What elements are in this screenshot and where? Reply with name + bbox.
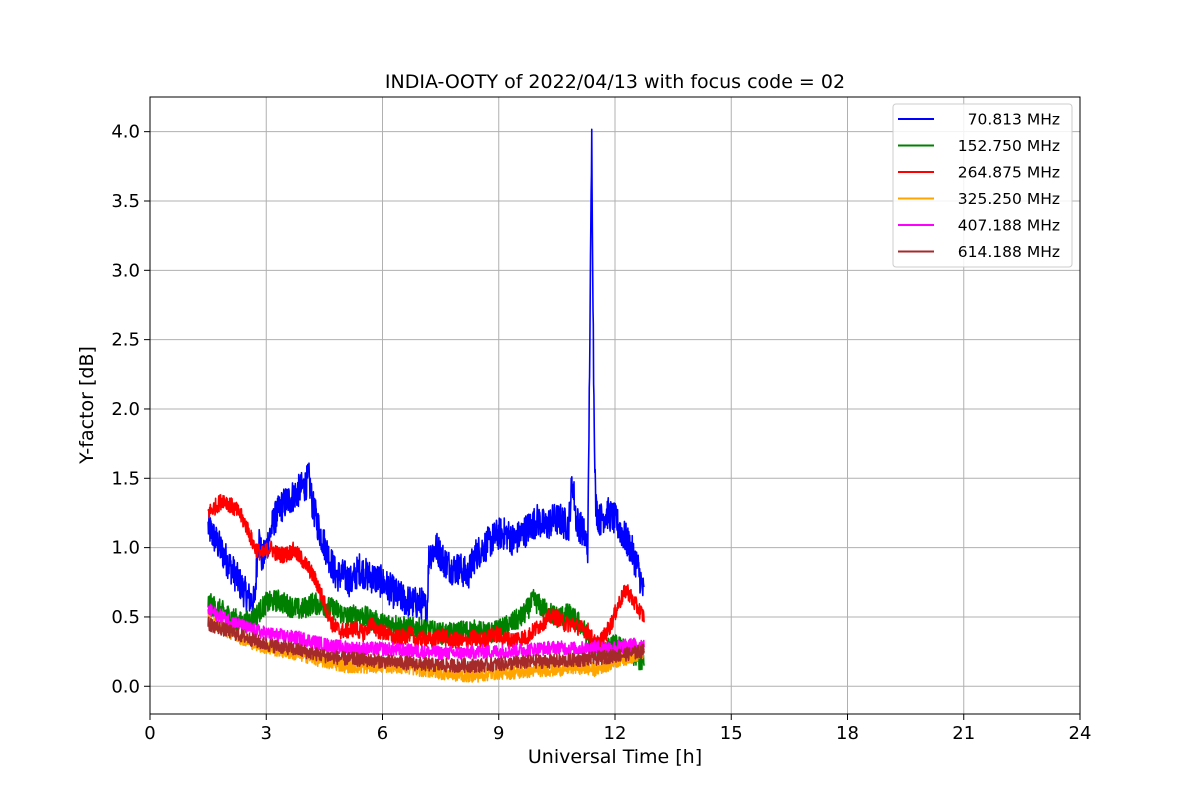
x-tick-label: 12 [604,723,627,744]
legend-box [892,103,1073,268]
x-tick-label: 18 [836,723,859,744]
x-tick-label: 21 [952,723,975,744]
legend-entry: 614.188 MHz [958,243,1060,261]
y-tick-label: 4.0 [111,122,140,143]
y-tick-label: 3.0 [111,260,140,281]
y-axis-ticks: 0.0 0.5 1.0 1.5 2.0 2.5 3.0 3.5 4.0 [111,122,150,697]
y-axis-label: Y-factor [dB] [76,346,98,465]
legend-entry: 325.250 MHz [958,190,1060,208]
series-line-5 [207,616,645,674]
legend-entry: 407.188 MHz [958,217,1060,235]
legend-entry: 152.750 MHz [958,137,1060,155]
x-axis-label: Universal Time [h] [528,746,702,768]
x-tick-label: 24 [1069,723,1092,744]
series-line-4 [207,603,645,661]
y-tick-label: 0.0 [111,676,140,697]
legend-entry: 264.875 MHz [958,164,1060,182]
x-tick-label: 6 [377,723,388,744]
y-tick-label: 1.5 [111,468,140,489]
y-tick-label: 2.5 [111,330,140,351]
y-tick-label: 1.0 [111,538,140,559]
x-tick-label: 0 [144,723,155,744]
legend: 70.813 MHz 152.750 MHz 264.875 MHz 325.250 … [892,103,1073,268]
x-tick-label: 3 [261,723,272,744]
x-tick-label: 9 [493,723,504,744]
y-tick-label: 2.0 [111,399,140,420]
y-tick-label: 3.5 [111,191,140,212]
chart-title: INDIA-OOTY of 2022/04/13 with focus code… [385,71,845,93]
legend-entry: 70.813 MHz [968,111,1060,129]
series-line-2 [207,493,645,652]
x-axis-ticks: 0 3 6 9 12 15 18 21 24 [144,714,1091,744]
plot-series [207,128,645,683]
y-tick-label: 0.5 [111,607,140,628]
x-tick-label: 15 [720,723,743,744]
